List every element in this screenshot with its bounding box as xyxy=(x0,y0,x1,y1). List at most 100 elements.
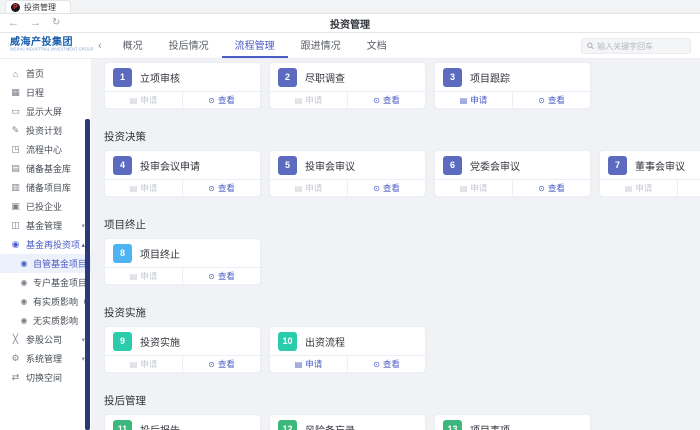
header-tab[interactable]: 概况 xyxy=(110,33,156,58)
briefcase-icon: ▣ xyxy=(11,201,20,211)
sidebar-item[interactable]: ▭ 显示大屏 xyxy=(0,102,91,121)
caret-down-icon: ▾ xyxy=(81,355,85,363)
back-icon[interactable]: ← xyxy=(8,16,19,29)
sidebar-scrollbar[interactable] xyxy=(85,119,90,430)
card-row: 9 投资实施 ▤ 申请 ⊙ 查看 10 出资流程 ▤ 申请 ⊙ 查看 xyxy=(104,326,700,373)
view-label: 查看 xyxy=(217,359,235,369)
apply-button[interactable]: ▤ 申请 xyxy=(270,180,347,196)
process-card: 4 投审会议申请 ▤ 申请 ⊙ 查看 xyxy=(104,150,261,197)
view-button[interactable]: ⊙查看 xyxy=(182,268,260,284)
apply-button[interactable]: ▤ 申请 xyxy=(105,92,182,108)
sidebar-item-label: 首页 xyxy=(26,69,45,79)
app-header: 威海产投集团 WEIHAI INDUSTRIAL INVESTMENT GROU… xyxy=(0,33,700,59)
process-card: 8 项目终止 ▤ 申请 ⊙ 查看 xyxy=(104,238,261,285)
sidebar-item-label: 基金管理 xyxy=(26,221,63,231)
sidebar-item-label: 投资计划 xyxy=(26,126,63,136)
view-button[interactable]: ⊙查看 xyxy=(347,356,425,372)
fund-library-icon: ▤ xyxy=(11,163,20,173)
search-box[interactable] xyxy=(581,38,691,54)
view-label: 查看 xyxy=(217,271,235,281)
sidebar-item[interactable]: ◉ 有实质影响（非专户） xyxy=(0,292,91,311)
sidebar-item[interactable]: ◫ 基金管理 ▾ xyxy=(0,216,91,235)
sidebar-item[interactable]: ⌂ 首页 xyxy=(0,64,91,83)
caret-up-icon: ▴ xyxy=(81,241,85,249)
sidebar-item-label: 无实质影响 xyxy=(33,316,79,326)
eye-icon: ⊙ xyxy=(208,95,215,105)
view-button[interactable]: ⊙查看 xyxy=(677,180,700,196)
sidebar-item[interactable]: ◉ 自管基金项目 xyxy=(0,254,91,273)
card-row: 4 投审会议申请 ▤ 申请 ⊙ 查看 5 投审会审议 ▤ 申请 ⊙ 查看 6 党委会审议… xyxy=(104,150,700,197)
header-tab[interactable]: 投后情况 xyxy=(156,33,222,58)
process-card: 6 党委会审议 ▤ 申请 ⊙ 查看 xyxy=(434,150,591,197)
sidebar-item[interactable]: ◉ 基金再投资项目 ▴ xyxy=(0,235,91,254)
apply-button[interactable]: ▤ 申请 xyxy=(105,268,182,284)
browser-tab[interactable]: P 投资管理 xyxy=(5,0,71,13)
card-title: 项目事项 xyxy=(470,422,510,430)
section-title: 项目终止 xyxy=(104,219,146,231)
header-tab[interactable]: 跟进情况 xyxy=(288,33,354,58)
process-card: 9 投资实施 ▤ 申请 ⊙ 查看 xyxy=(104,326,261,373)
header-tab[interactable]: 文档 xyxy=(354,33,400,58)
apply-label: 申请 xyxy=(305,359,323,369)
sidebar-item[interactable]: ✎ 投资计划 xyxy=(0,121,91,140)
brand-name: 威海产投集团 xyxy=(10,37,73,48)
step-number-badge: 12 xyxy=(278,419,297,430)
card-title: 尽职调查 xyxy=(305,73,345,85)
view-button[interactable]: ⊙查看 xyxy=(182,92,260,108)
section-title: 投资实施 xyxy=(104,307,146,319)
app-favicon-icon: P xyxy=(11,2,20,12)
apply-button[interactable]: ▤ 申请 xyxy=(105,356,182,372)
page-title: 投资管理 xyxy=(330,19,370,31)
card-title: 项目终止 xyxy=(140,249,180,261)
sidebar-item[interactable]: ◉ 专户基金项目 xyxy=(0,273,91,292)
header-tab[interactable]: 流程管理 xyxy=(221,33,288,58)
view-button[interactable]: ⊙查看 xyxy=(512,180,590,196)
sidebar-item[interactable]: ▥ 储备项目库 xyxy=(0,178,91,197)
sidebar-item-label: 专户基金项目 xyxy=(33,278,85,288)
sidebar-item[interactable]: ⚙ 系统管理 ▾ xyxy=(0,349,91,368)
sidebar-item[interactable]: ▣ 已投企业 xyxy=(0,197,91,216)
browser-toolbar: ← → ↻ 投资管理 xyxy=(0,14,700,33)
process-card: 11 投后报告 ▤申请 ⊙查看 xyxy=(104,414,261,430)
view-label: 查看 xyxy=(217,183,235,193)
sidebar-item[interactable]: ◳ 流程中心 xyxy=(0,140,91,159)
tab-label: 流程管理 xyxy=(234,41,275,52)
card-row: 1 立项审核 ▤ 申请 ⊙ 查看 2 尽职调查 ▤ 申请 ⊙ 查看 3 项目跟踪 ▤ 申请… xyxy=(104,62,700,109)
step-number-badge: 1 xyxy=(113,67,132,87)
view-button[interactable]: ⊙查看 xyxy=(512,92,590,108)
project-library-icon: ▥ xyxy=(11,182,20,192)
apply-button[interactable]: ▤ 申请 xyxy=(435,180,512,196)
sidebar-item[interactable]: ╳ 参股公司 ▾ xyxy=(0,330,91,349)
sidebar-item[interactable]: ⇄ 切换空间 xyxy=(0,368,91,387)
apply-label: 申请 xyxy=(140,183,158,193)
share-icon: ╳ xyxy=(12,334,19,344)
process-card: 10 出资流程 ▤ 申请 ⊙ 查看 xyxy=(269,326,426,373)
sidebar-item[interactable]: ◉ 无实质影响 xyxy=(0,311,91,330)
radio-icon: ◉ xyxy=(20,316,28,325)
view-button[interactable]: ⊙查看 xyxy=(182,356,260,372)
apply-label: 申请 xyxy=(470,95,488,105)
view-button[interactable]: ⊙查看 xyxy=(347,180,425,196)
refresh-icon[interactable]: ↻ xyxy=(52,17,61,28)
browser-tab-title: 投资管理 xyxy=(24,2,56,12)
apply-button[interactable]: ▤ 申请 xyxy=(435,92,512,108)
apply-button[interactable]: ▤ 申请 xyxy=(105,180,182,196)
view-button[interactable]: ⊙查看 xyxy=(347,92,425,108)
search-input[interactable] xyxy=(597,41,685,51)
apply-button[interactable]: ▤ 申请 xyxy=(270,356,347,372)
apply-button[interactable]: ▤ 申请 xyxy=(270,92,347,108)
sidebar-item[interactable]: ▤ 储备基金库 xyxy=(0,159,91,178)
view-button[interactable]: ⊙查看 xyxy=(182,180,260,196)
collapse-chevron-icon[interactable]: ‹ xyxy=(98,39,102,52)
apply-label: 申请 xyxy=(305,95,323,105)
eye-icon: ⊙ xyxy=(373,95,380,105)
forward-icon[interactable]: → xyxy=(30,16,41,29)
apply-button[interactable]: ▤ 申请 xyxy=(600,180,677,196)
apply-label: 申请 xyxy=(140,271,158,281)
step-number-badge: 5 xyxy=(278,155,297,175)
eye-icon: ⊙ xyxy=(373,183,380,193)
switch-icon: ⇄ xyxy=(11,372,20,382)
apply-label: 申请 xyxy=(305,183,323,193)
sidebar-item[interactable]: ▦ 日程 xyxy=(0,83,91,102)
apply-form-icon: ▤ xyxy=(459,95,468,105)
